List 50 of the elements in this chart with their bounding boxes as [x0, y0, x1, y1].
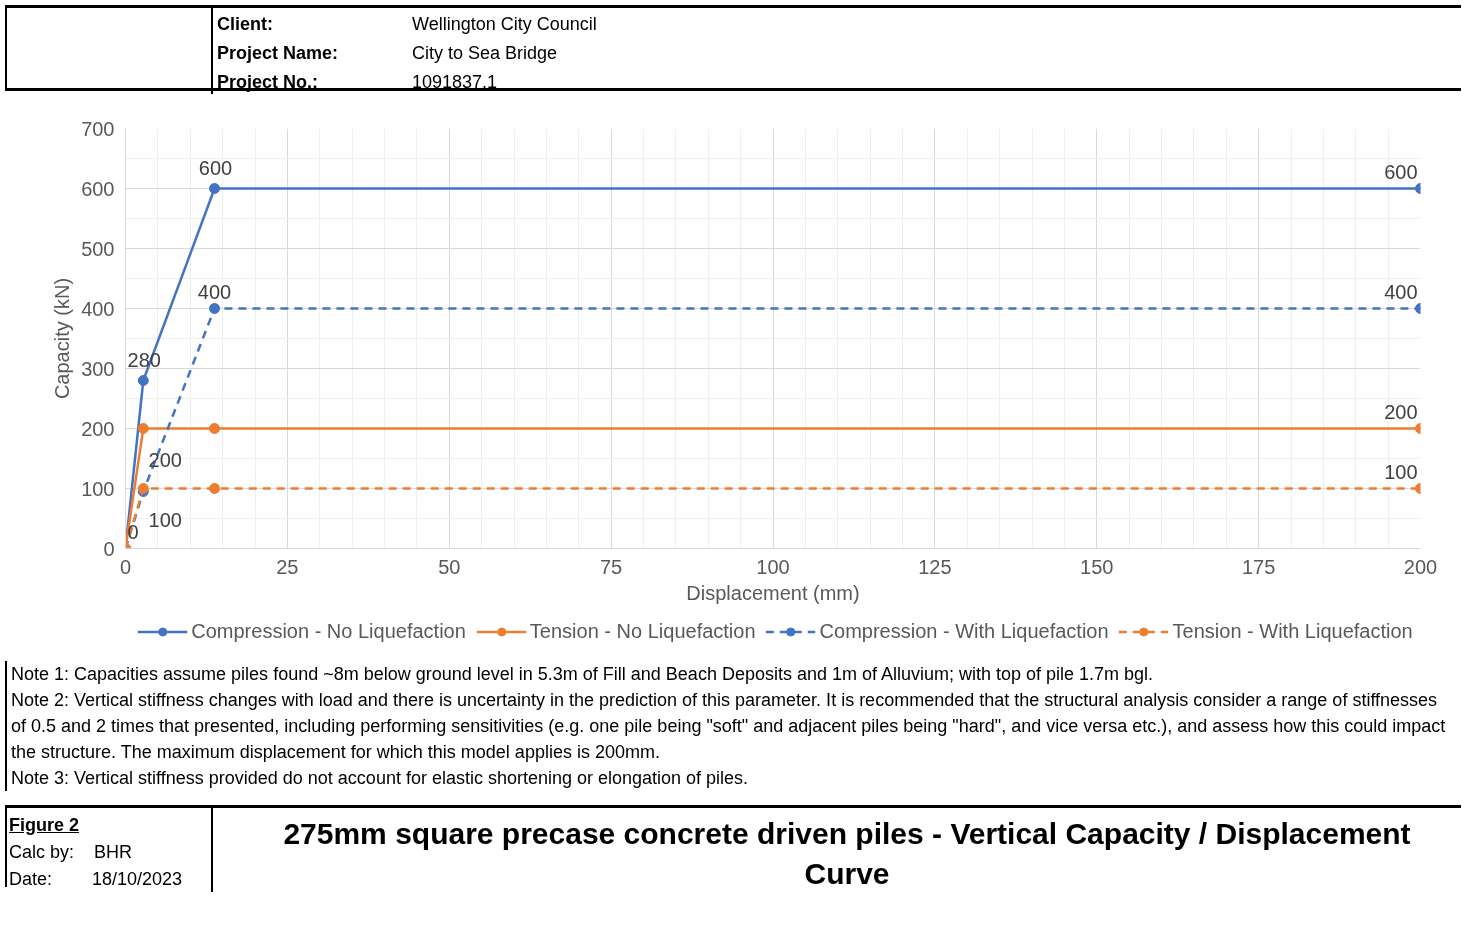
point	[209, 303, 221, 314]
text: 275mm square precase concrete driven piles - Vertical Capacity / Displacement Curve	[282, 816, 1412, 892]
data-label: 400	[197, 280, 232, 303]
x-tick-label: 25	[276, 555, 299, 578]
data-label: 200	[1384, 400, 1418, 423]
y-tick-label: 400	[81, 297, 115, 320]
point	[137, 375, 149, 386]
x-tick-label: 200	[1403, 555, 1438, 578]
y-axis-title: Capacity (kN)	[51, 277, 74, 400]
data-label: 600	[198, 156, 233, 179]
text: Note 3: Vertical stiffness provided do not account for elastic shortening or elongation of piles.	[11, 768, 749, 788]
legend-label: Tension - With Liquefaction	[1172, 619, 1413, 643]
point	[209, 183, 221, 194]
text: 1091837.1	[412, 72, 498, 92]
x-tick-label: 100	[756, 555, 790, 578]
legend-label: Compression - With Liquefaction	[819, 619, 1109, 643]
text: Note 1: Capacities assume piles found ~8m below ground level in 5.3m of Fill and Beach Deposits and 1m of Alluvium; with top of pile 1.7m bgl.	[11, 664, 1154, 684]
y-tick-label: 600	[81, 177, 115, 200]
data-label: 100	[148, 508, 182, 531]
y-tick-label: 700	[81, 117, 115, 140]
y-tick-label: 100	[81, 477, 115, 500]
text: Date: 18/10/2023	[9, 869, 183, 889]
x-tick-label: 75	[600, 555, 623, 578]
x-axis-title: Displacement (mm)	[686, 581, 860, 604]
legend-label: Compression - No Liquefaction	[191, 619, 466, 643]
text: Calc by: BHR	[9, 842, 133, 862]
y-tick-label: 0	[103, 537, 115, 560]
text: Project Name:	[217, 43, 339, 63]
text: Note 2: Vertical stiffness changes with load and there is uncertainty in the prediction of this parameter. It is recommended that the structural analysis consider a range of stiffnesses of 0.5 and 2 times that presented, including performing sensitivities (e.g. one pile being "soft" and adjacent piles being "hard", and vice versa etc.), and assess how this could impact the structure. The maximum displacement for which this model applies is 200mm.	[11, 690, 1446, 762]
text: City to Sea Bridge	[412, 43, 558, 63]
x-tick-label: 125	[918, 555, 952, 578]
text: Project No.:	[217, 72, 319, 92]
data-label: 100	[1384, 460, 1418, 483]
text: Wellington City Council	[412, 14, 597, 34]
y-tick-label: 200	[81, 417, 115, 440]
x-tick-label: 150	[1080, 555, 1114, 578]
data-label: 400	[1384, 280, 1418, 303]
y-tick-label: 300	[81, 357, 115, 380]
data-label: 200	[148, 448, 182, 471]
legend-label: Tension - No Liquefaction	[529, 619, 756, 643]
data-label: 600	[1384, 160, 1418, 183]
caption: Figure 2	[9, 815, 80, 835]
point	[209, 483, 221, 494]
point	[209, 423, 221, 434]
x-tick-label: 50	[438, 555, 461, 578]
x-tick-label: 175	[1241, 555, 1276, 578]
x-tick-label: 0	[119, 555, 132, 578]
text: Client:	[217, 14, 273, 34]
point	[137, 423, 149, 434]
y-tick-label: 500	[81, 237, 115, 260]
